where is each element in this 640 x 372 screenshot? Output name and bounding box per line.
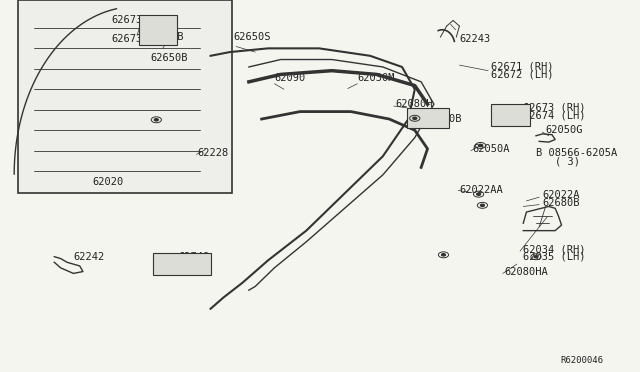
Text: 62030M: 62030M bbox=[357, 73, 395, 83]
Circle shape bbox=[442, 254, 445, 256]
Text: 62650B: 62650B bbox=[150, 53, 188, 62]
Bar bbox=[407, 108, 449, 128]
Text: 62673 (RH): 62673 (RH) bbox=[524, 103, 586, 113]
Text: ( 3): ( 3) bbox=[555, 156, 580, 166]
Text: 62080HA: 62080HA bbox=[504, 267, 548, 276]
Circle shape bbox=[479, 144, 483, 147]
Circle shape bbox=[477, 193, 481, 195]
Circle shape bbox=[413, 117, 417, 119]
Text: 62050A: 62050A bbox=[472, 144, 509, 154]
Text: 62080H: 62080H bbox=[396, 99, 433, 109]
Circle shape bbox=[154, 119, 158, 121]
Text: 62228: 62228 bbox=[198, 148, 229, 157]
Text: 62650B: 62650B bbox=[147, 32, 184, 42]
Text: 62673P: 62673P bbox=[111, 34, 149, 44]
Text: 62242: 62242 bbox=[74, 252, 104, 262]
Text: 62022AA: 62022AA bbox=[460, 185, 503, 195]
Text: R6200046: R6200046 bbox=[560, 356, 603, 365]
Bar bbox=[153, 253, 211, 275]
Text: 62673P: 62673P bbox=[111, 16, 149, 25]
Text: 62680B: 62680B bbox=[542, 198, 580, 208]
Text: 62740: 62740 bbox=[179, 252, 210, 262]
Circle shape bbox=[534, 256, 538, 258]
Text: 62020: 62020 bbox=[93, 177, 124, 187]
Text: 62090: 62090 bbox=[275, 73, 306, 83]
Text: 62022A: 62022A bbox=[542, 190, 580, 200]
Circle shape bbox=[481, 204, 484, 206]
Bar bbox=[139, 15, 177, 45]
Text: B 08566-6205A: B 08566-6205A bbox=[536, 148, 617, 157]
Text: 62672 (LH): 62672 (LH) bbox=[492, 70, 554, 79]
Text: 62650S: 62650S bbox=[233, 32, 271, 42]
Bar bbox=[18, 0, 232, 193]
Text: 62243: 62243 bbox=[460, 34, 491, 44]
Text: 62035 (LH): 62035 (LH) bbox=[524, 252, 586, 262]
Bar bbox=[492, 104, 530, 126]
Text: 62050B: 62050B bbox=[424, 114, 462, 124]
Text: 62034 (RH): 62034 (RH) bbox=[524, 244, 586, 254]
Text: 62671 (RH): 62671 (RH) bbox=[492, 62, 554, 72]
Text: 62674 (LH): 62674 (LH) bbox=[524, 110, 586, 120]
Text: 62050G: 62050G bbox=[545, 125, 583, 135]
